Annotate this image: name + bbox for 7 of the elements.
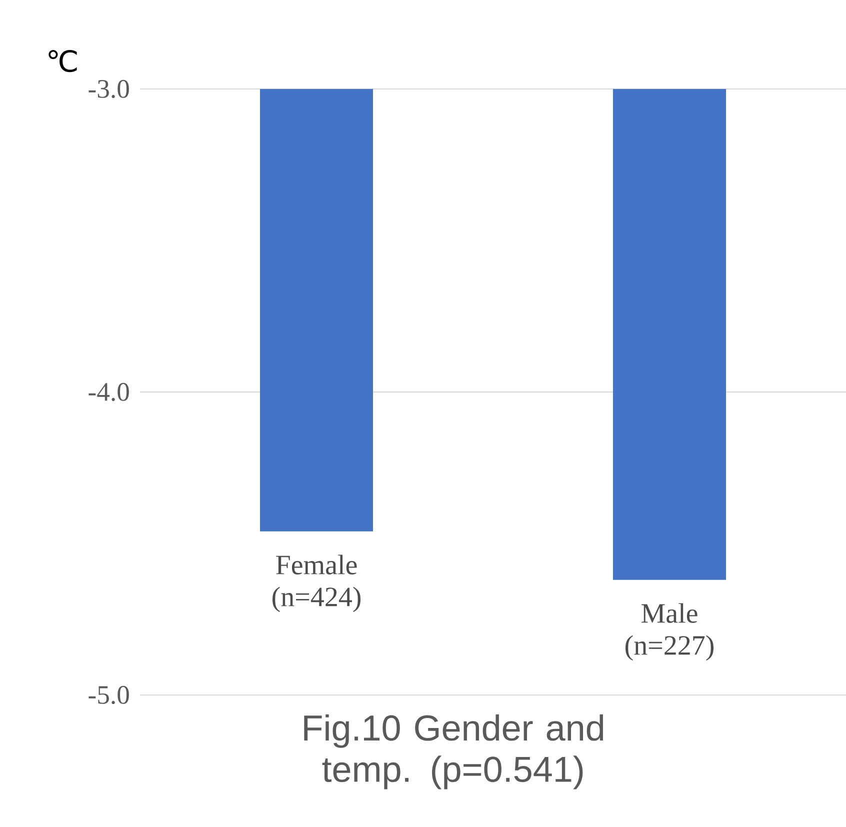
y-tick-label: -5.0 [88, 686, 129, 704]
y-tick-label: -4.0 [88, 382, 129, 402]
x-tick-label: Female (n=424) [272, 554, 360, 612]
text: Fig.10 Gender and temp. (p=0.541) [304, 714, 604, 790]
x-tick-label: Male (n=227) [626, 603, 714, 661]
y-tick-label: -3.0 [88, 80, 129, 98]
y-axis-title: ℃ [48, 50, 77, 72]
